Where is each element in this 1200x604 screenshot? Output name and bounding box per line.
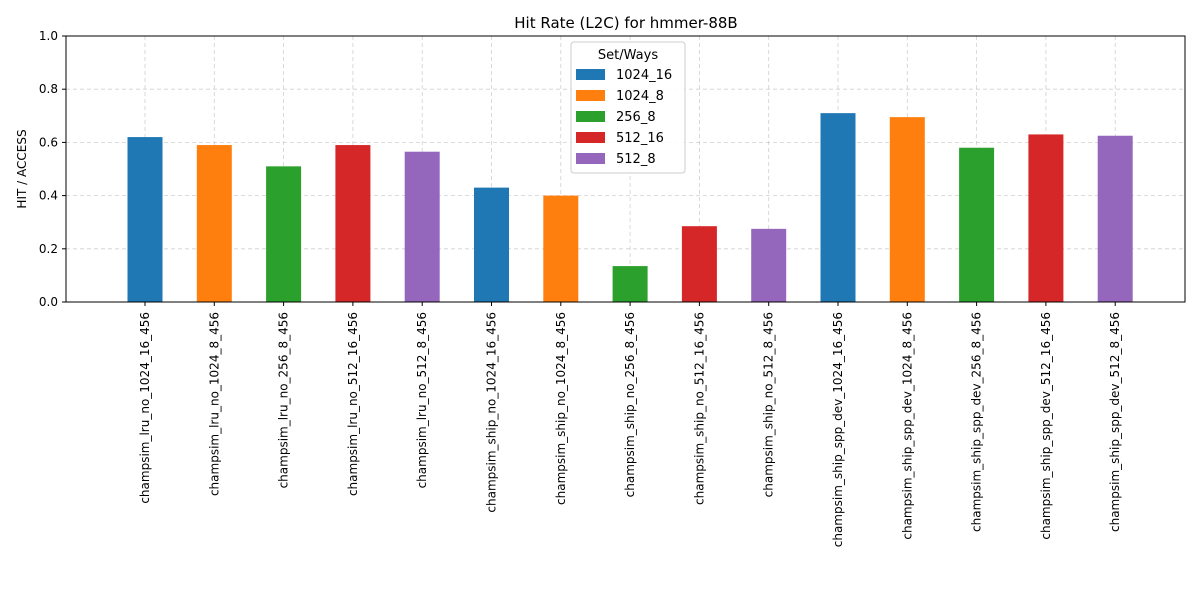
bar: [959, 147, 995, 302]
x-tick-label: champsim_ship_no_512_8_456: [762, 312, 776, 497]
bar: [820, 113, 856, 302]
chart-title: Hit Rate (L2C) for hmmer-88B: [514, 14, 737, 32]
x-tick-label: champsim_ship_spp_dev_1024_16_456: [831, 312, 845, 547]
x-tick-label: champsim_ship_no_1024_8_456: [554, 312, 568, 505]
bar: [1028, 134, 1064, 302]
plot-frame: [65, 35, 1186, 303]
x-tick-label: champsim_ship_spp_dev_1024_8_456: [900, 312, 914, 540]
legend-item-label: 512_8: [616, 152, 656, 167]
legend-swatch: [576, 90, 605, 101]
x-tick-label: champsim_lru_no_512_16_456: [346, 312, 360, 496]
y-tick-label: 0.0: [39, 295, 58, 309]
y-tick-label: 0.6: [39, 135, 58, 149]
y-tick-label: 0.2: [39, 242, 58, 256]
x-tick-label: champsim_lru_no_1024_16_456: [138, 312, 152, 504]
x-tick-label: champsim_ship_spp_dev_512_16_456: [1039, 312, 1053, 540]
x-tick-label: champsim_ship_spp_dev_256_8_456: [970, 312, 984, 532]
legend-item-label: 256_8: [616, 110, 656, 125]
y-axis: 0.0 0.2 0.4 0.6 0.8 1.0: [39, 29, 66, 309]
bar: [266, 166, 302, 302]
legend-title: Set/Ways: [598, 48, 658, 63]
legend-swatch: [576, 132, 605, 143]
legend: Set/Ways 1024_16 1024_8 256_8 512_16 512_8: [570, 41, 686, 174]
bar: [127, 137, 163, 302]
bar: [1097, 135, 1133, 302]
y-tick-label: 1.0: [39, 29, 58, 43]
legend-item-label: 1024_16: [616, 68, 672, 83]
y-tick-label: 0.4: [39, 189, 58, 203]
legend-swatch: [576, 69, 605, 80]
bar: [543, 195, 579, 302]
y-axis-label: HIT / ACCESS: [15, 129, 29, 208]
bar: [196, 145, 232, 302]
legend-swatch: [576, 153, 605, 164]
bars: [127, 113, 1133, 302]
x-tick-label: champsim_ship_no_256_8_456: [623, 312, 637, 497]
bar: [612, 266, 648, 302]
bar: [404, 151, 440, 302]
legend-swatch: [576, 111, 605, 122]
x-tick-label: champsim_lru_no_512_8_456: [415, 312, 429, 488]
bar: [474, 187, 509, 302]
x-tick-label: champsim_lru_no_1024_8_456: [207, 312, 221, 496]
x-tick-label: champsim_ship_no_512_16_456: [692, 312, 706, 505]
x-tick-label: champsim_ship_spp_dev_512_8_456: [1108, 312, 1122, 532]
legend-item-label: 512_16: [616, 131, 664, 146]
legend-item-label: 1024_8: [616, 89, 664, 104]
bar: [751, 228, 787, 302]
x-tick-label: champsim_ship_no_1024_16_456: [485, 312, 499, 513]
y-tick-label: 0.8: [39, 82, 58, 96]
x-axis: champsim_lru_no_1024_16_456 champsim_lru_…: [138, 302, 1122, 547]
bar: [335, 145, 371, 302]
x-tick-label: champsim_lru_no_256_8_456: [277, 312, 291, 488]
bar: [889, 117, 925, 302]
bar: [681, 226, 717, 302]
